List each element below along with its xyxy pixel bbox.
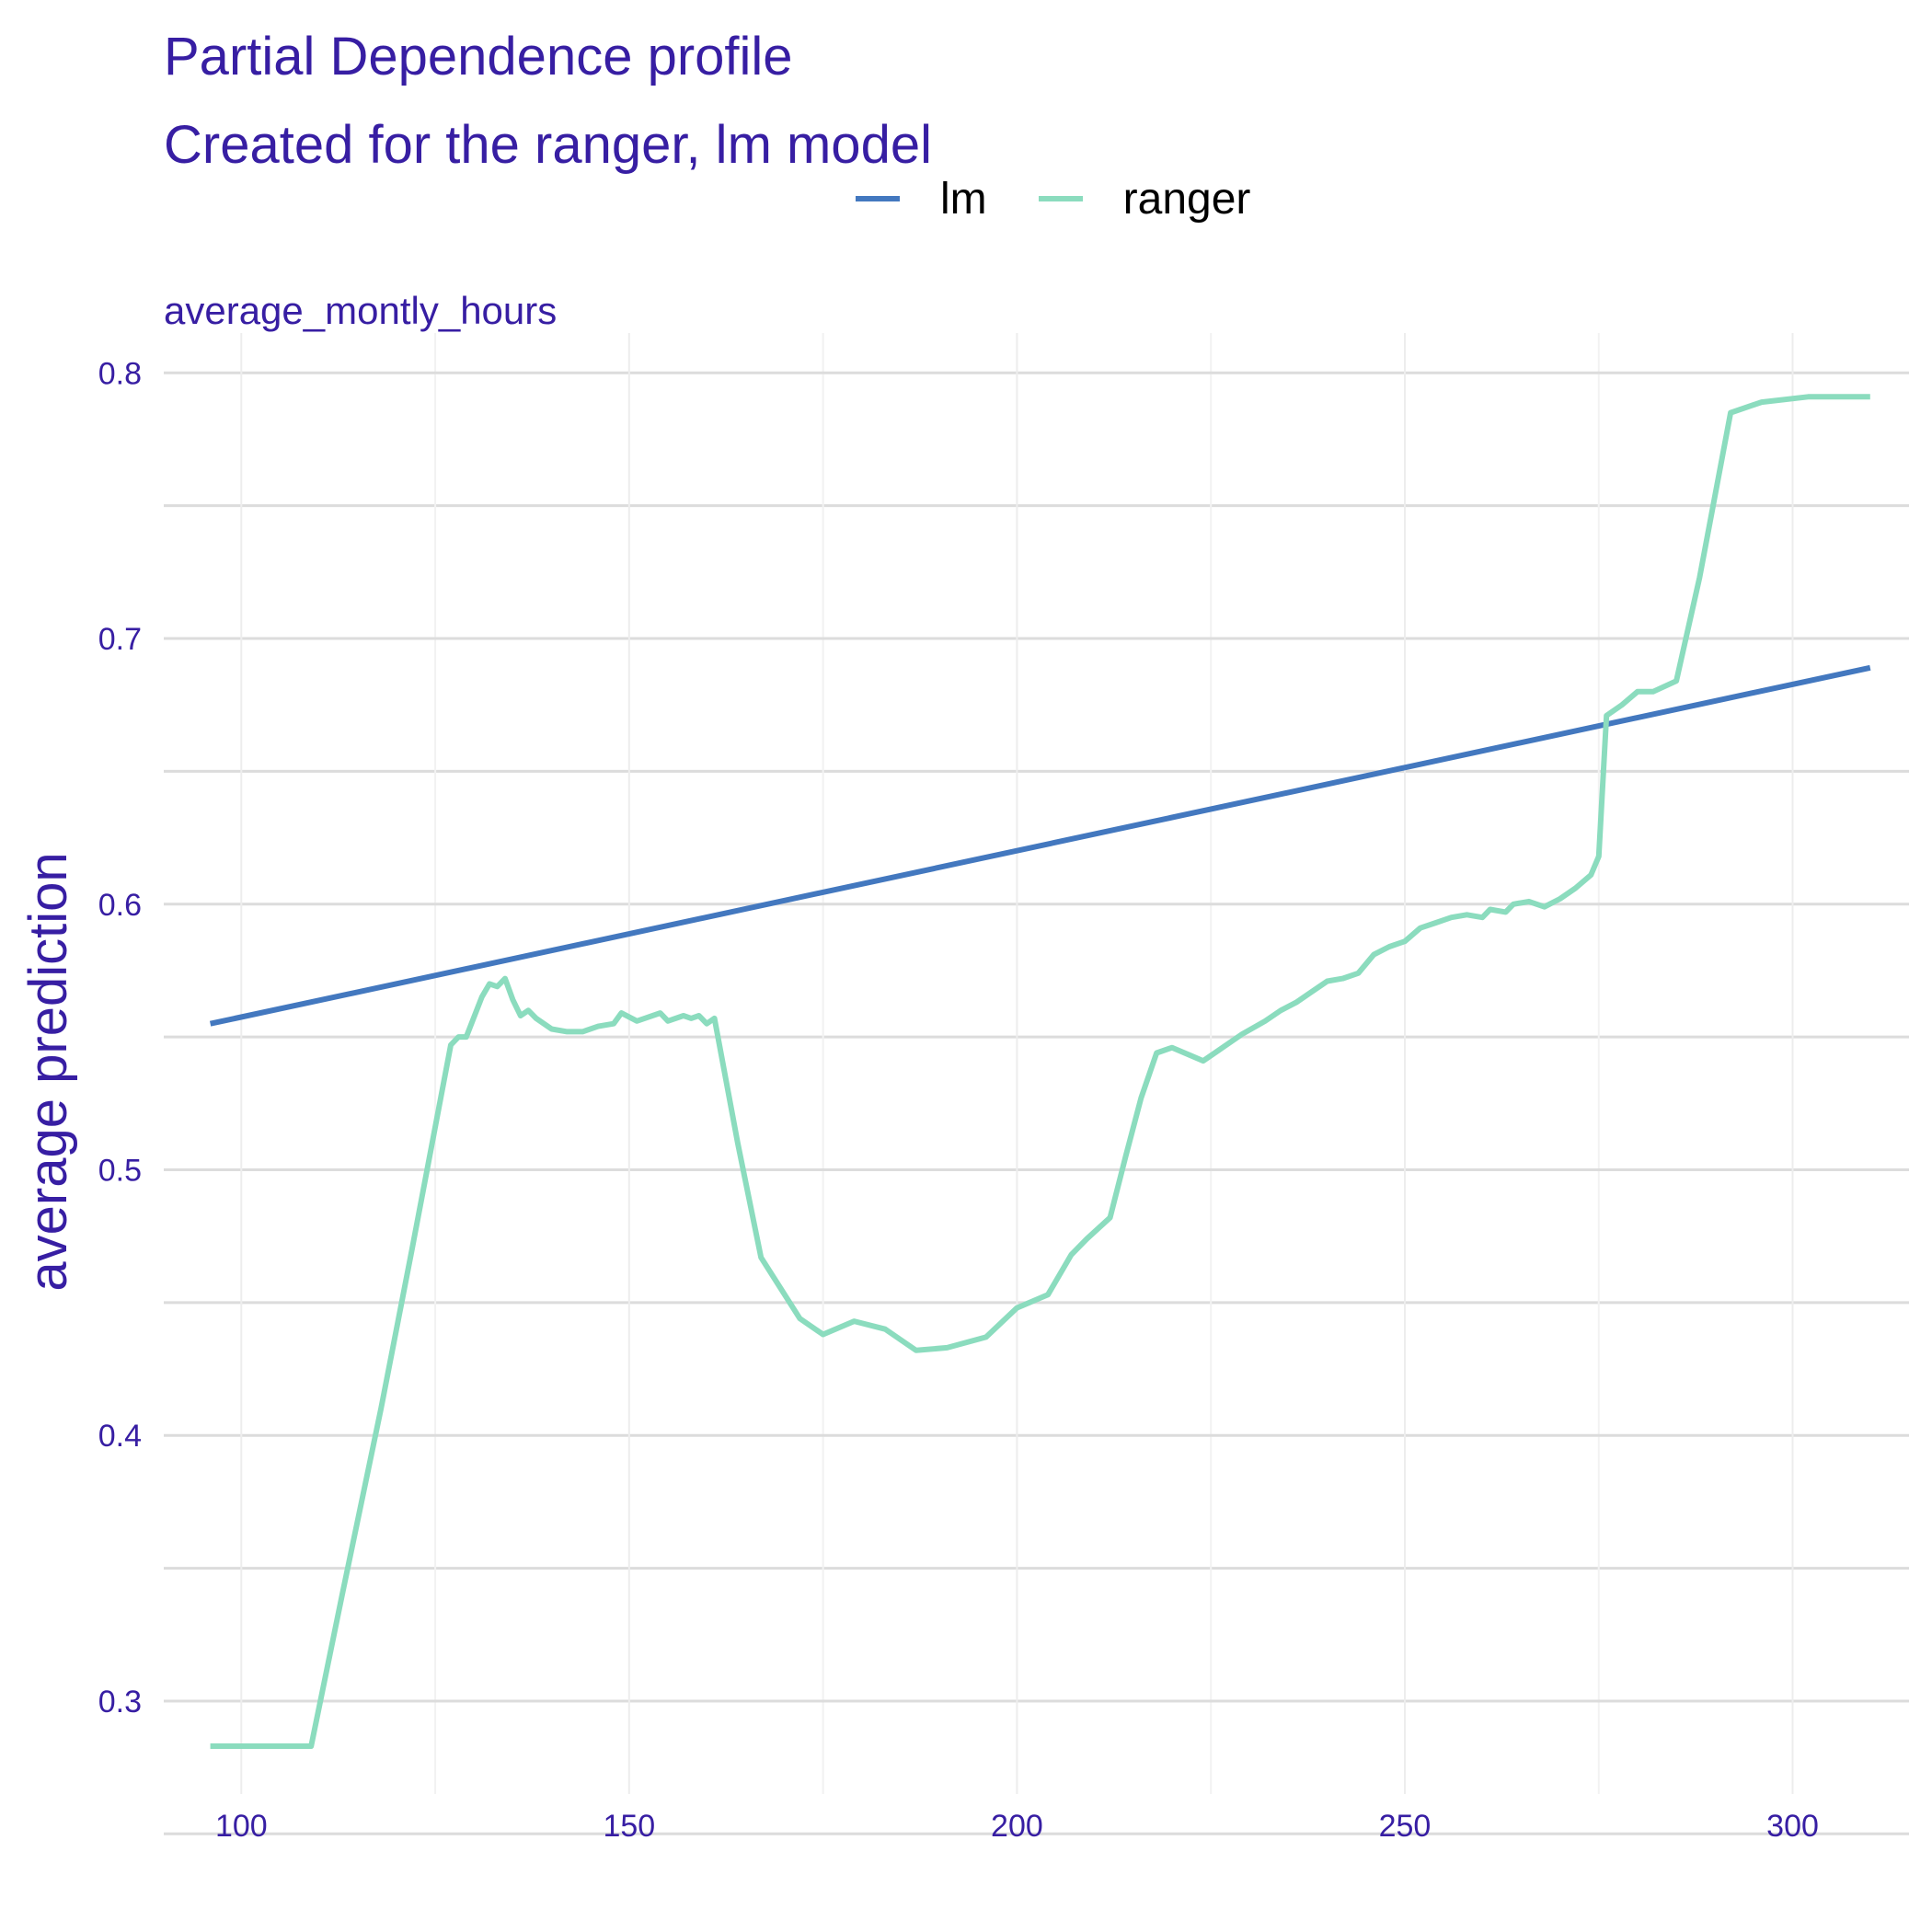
series-line-lm [209, 664, 1871, 1027]
y-tick-label: 0.3 [98, 1685, 142, 1719]
grid-minor [164, 333, 1909, 1835]
series-layer [209, 394, 1871, 1749]
x-tick-label: 150 [603, 1809, 655, 1844]
legend-key-ranger [1038, 196, 1083, 201]
y-tick-label: 0.5 [98, 1153, 142, 1188]
chart-subtitle: Created for the ranger, lm model [164, 115, 932, 175]
panel-title: average_montly_hours [164, 289, 557, 332]
x-tick-label: 200 [991, 1809, 1043, 1844]
legend-item-ranger: ranger [1038, 174, 1251, 224]
legend-label-lm: lm [940, 174, 987, 224]
chart-title: Partial Dependence profile [164, 27, 793, 86]
series-line-ranger [210, 394, 1870, 1749]
x-tick-label: 250 [1379, 1809, 1432, 1844]
x-axis-ticks: 100 150 200 250 300 [215, 1809, 1819, 1844]
y-tick-label: 0.7 [98, 622, 142, 657]
x-tick-label: 100 [215, 1809, 268, 1844]
legend: lm ranger [856, 171, 1302, 226]
x-tick-label: 300 [1766, 1809, 1819, 1844]
y-axis-ticks: 0.3 0.4 0.5 0.6 0.7 0.8 [98, 356, 142, 1719]
y-axis-label: average prediction [18, 852, 78, 1291]
legend-key-lm [856, 196, 900, 201]
y-tick-label: 0.8 [98, 356, 142, 391]
grid-major [164, 333, 1909, 1794]
legend-label-ranger: ranger [1122, 174, 1251, 224]
y-tick-label: 0.6 [98, 888, 142, 923]
y-tick-label: 0.4 [98, 1419, 142, 1454]
legend-item-lm: lm [856, 174, 987, 224]
